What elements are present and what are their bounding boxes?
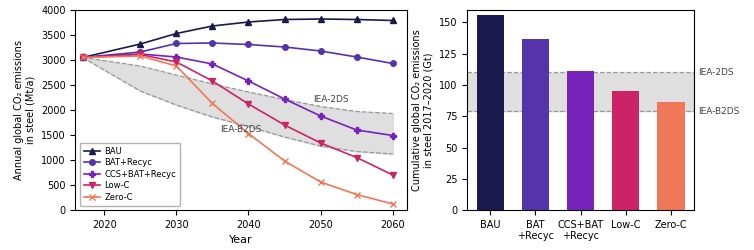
Legend: BAU, BAT+Recyc, CCS+BAT+Recyc, Low-C, Zero-C: BAU, BAT+Recyc, CCS+BAT+Recyc, Low-C, Ze… [80, 142, 180, 206]
Text: IEA-B2DS: IEA-B2DS [698, 107, 740, 116]
Y-axis label: Annual global CO₂ emissions
in steel (Mt/a): Annual global CO₂ emissions in steel (Mt… [14, 40, 35, 180]
Y-axis label: Cumulative global CO₂ emissions
in steel 2017–2020 (Gt): Cumulative global CO₂ emissions in steel… [412, 29, 434, 191]
Text: IEA-2DS: IEA-2DS [314, 96, 349, 104]
Text: IEA-B2DS: IEA-B2DS [219, 126, 261, 134]
Bar [522, 39, 549, 210]
X-axis label: Year: Year [229, 235, 253, 245]
Bar [612, 91, 639, 210]
Bar [467, 72, 694, 111]
Text: IEA-2DS: IEA-2DS [698, 68, 734, 77]
Bar [477, 15, 504, 210]
Bar [657, 102, 685, 210]
Bar [567, 71, 594, 210]
